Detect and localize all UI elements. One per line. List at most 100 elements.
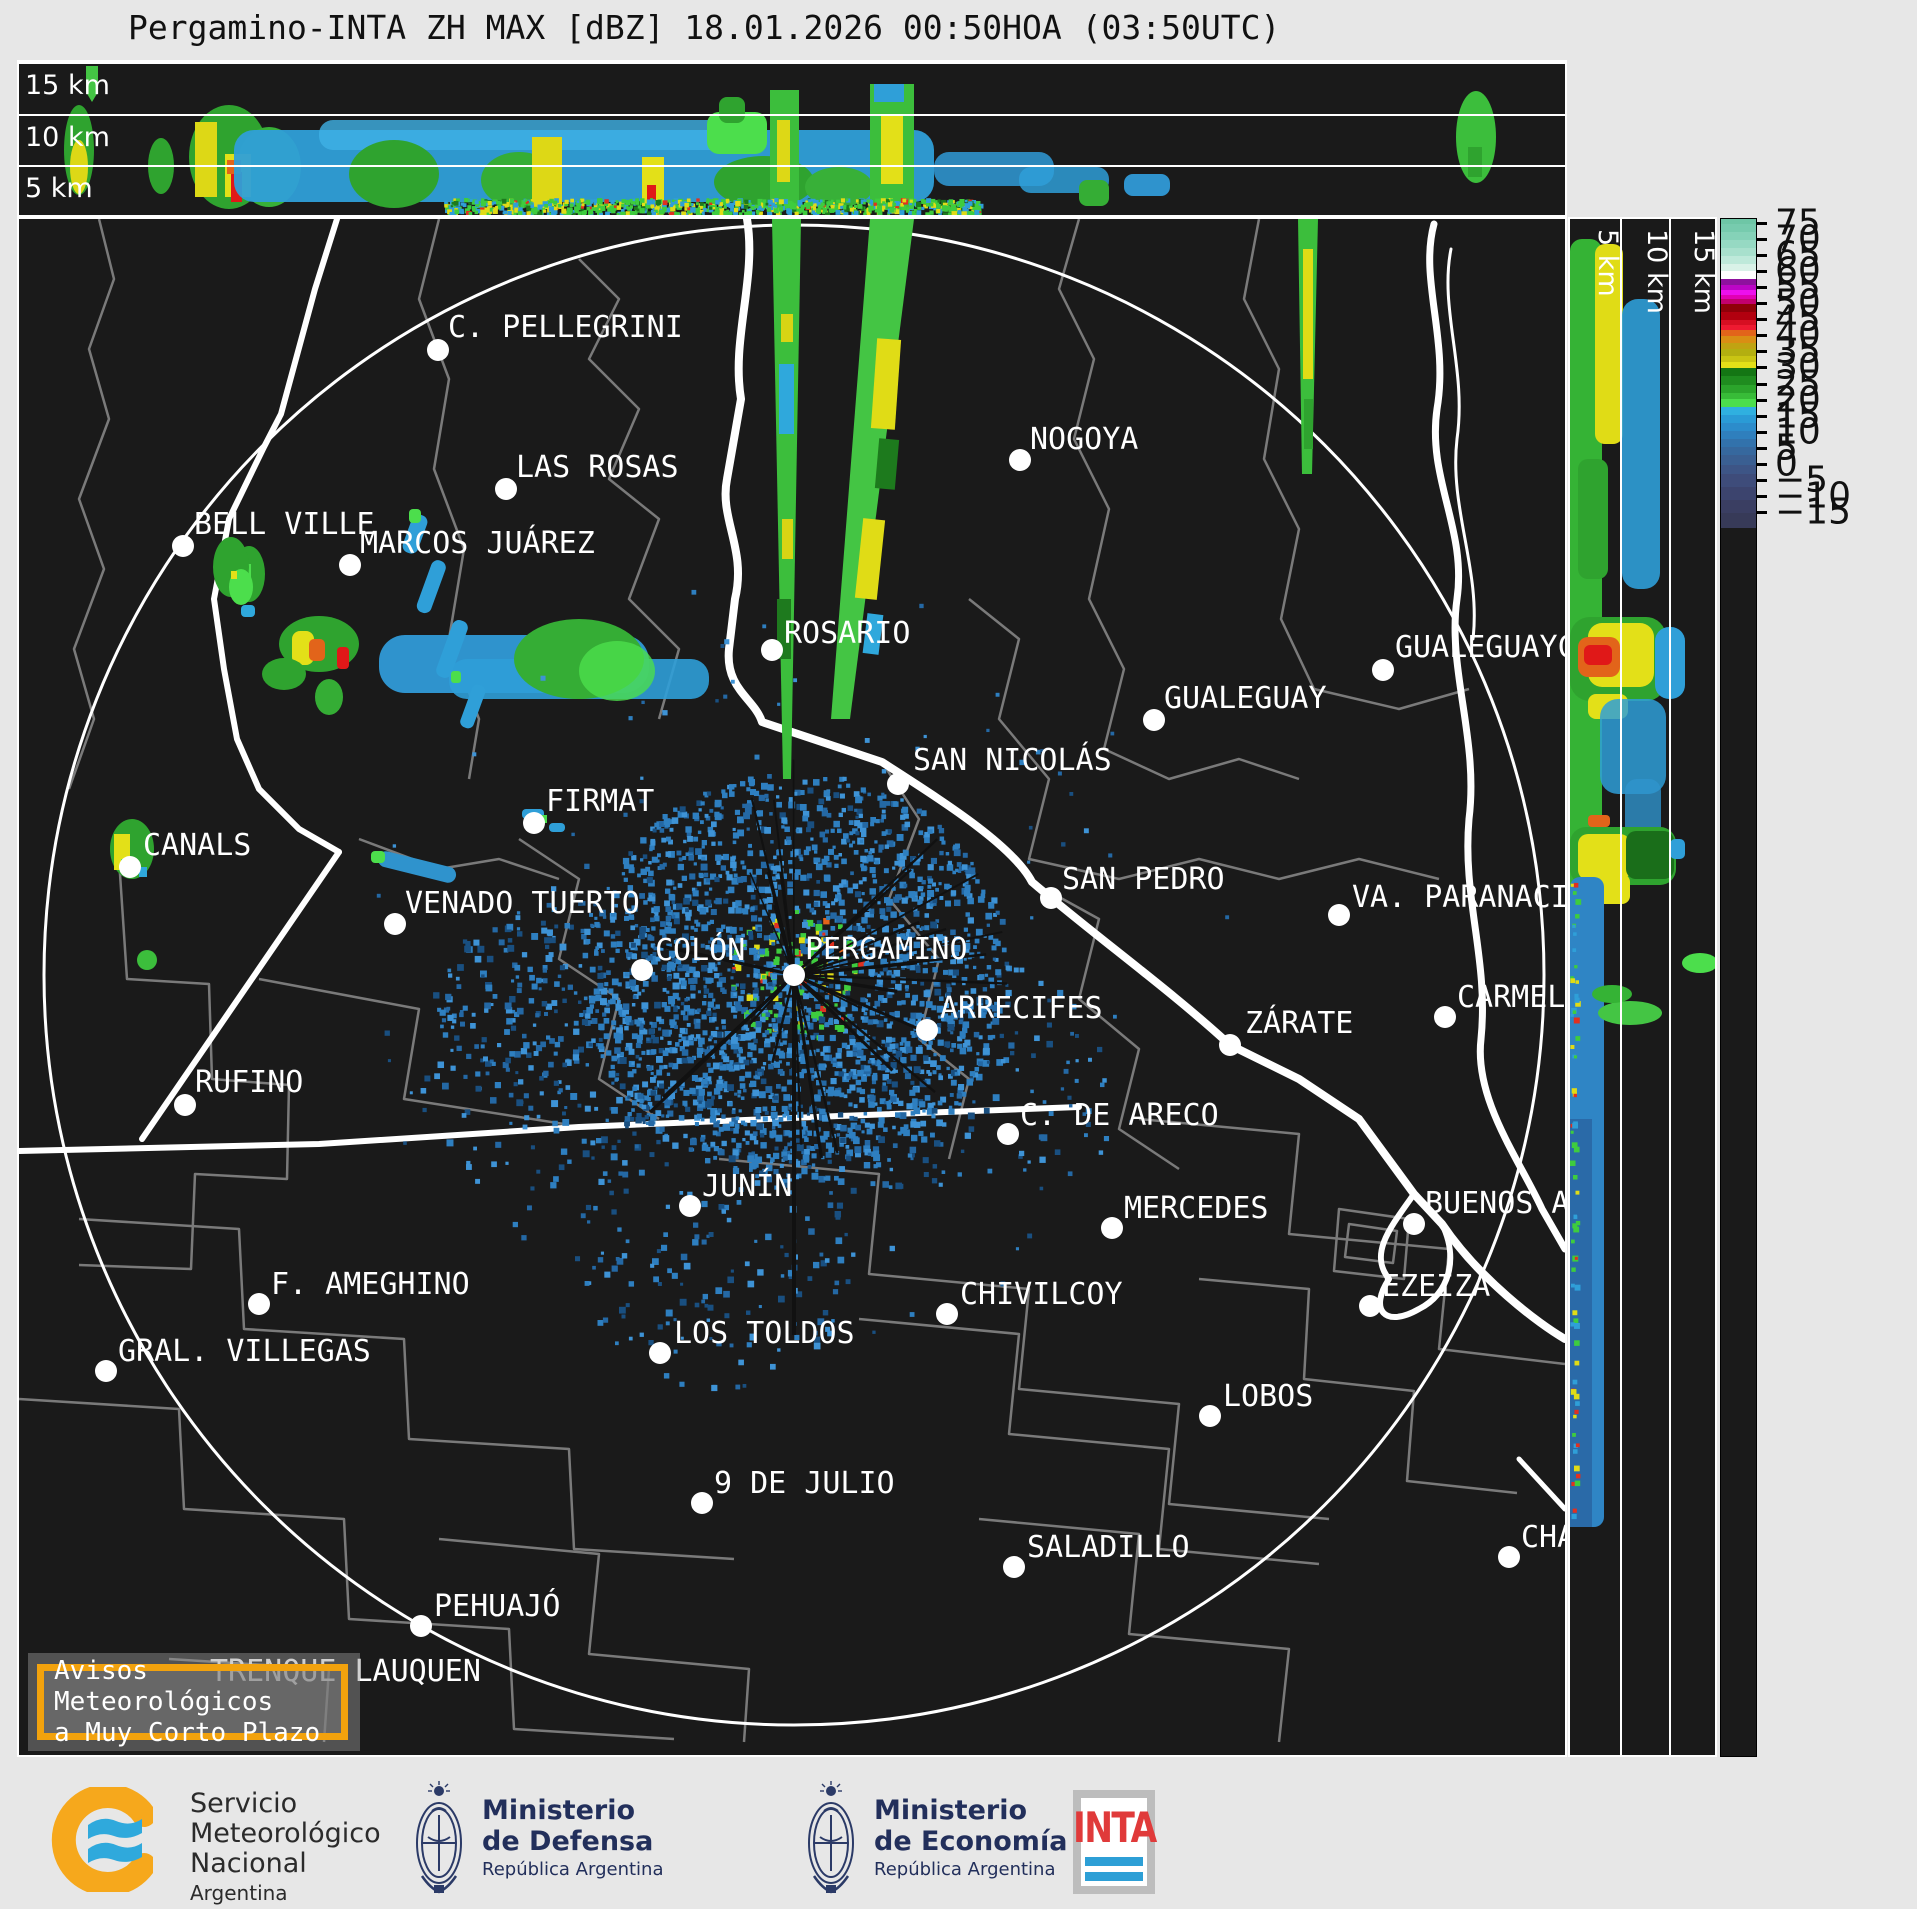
- city-dot: [1003, 1556, 1025, 1578]
- city-marker: ARRECIFES: [916, 991, 1103, 1041]
- city-label: MARCOS JUÁREZ: [360, 525, 595, 561]
- city-marker: ZÁRATE: [1219, 1005, 1353, 1056]
- footer-logo-bar: Servicio Meteorológico Nacional Argentin…: [0, 1757, 1917, 1909]
- colorbar-tick-label: 20: [1775, 379, 1821, 421]
- colorbar-tick-label: 35: [1775, 330, 1821, 372]
- economia-line1: Ministerio: [874, 1795, 1028, 1826]
- coat-of-arms-icon: [416, 1781, 462, 1894]
- colorbar-segment: [1721, 392, 1756, 400]
- city-label: COLÓN: [655, 931, 745, 968]
- city-label: CHIVILCOY: [960, 1277, 1123, 1312]
- city-marker: GUALEGUAYCHÚ: [1372, 628, 1565, 681]
- city-marker: CHIVILCOY: [936, 1277, 1123, 1325]
- city-dot: [1040, 887, 1062, 909]
- smn-logo: Servicio Meteorológico Nacional Argentin…: [40, 1785, 381, 1905]
- city-dot: [1359, 1295, 1381, 1317]
- city-label: BUENOS AIRES: [1425, 1186, 1565, 1221]
- top-panel-gridline: [19, 165, 1565, 167]
- colorbar-tick-mark: [1757, 238, 1767, 242]
- smn-country: Argentina: [190, 1881, 288, 1905]
- colorbar-segment: [1721, 232, 1756, 241]
- colorbar-segment: [1721, 512, 1756, 528]
- colorbar-segment: [1721, 349, 1756, 357]
- colorbar-segment: [1721, 224, 1756, 233]
- right-echo-blobs: [1570, 239, 1715, 1527]
- top-panel-altitude-label: 10 km: [25, 122, 110, 153]
- inta-logo-inner: INTA: [1073, 1798, 1157, 1886]
- city-dot: [1372, 659, 1394, 681]
- city-label: C. DE ARECO: [1020, 1098, 1219, 1133]
- colorbar-tick-label: −5: [1775, 459, 1829, 501]
- inta-bar-2: [1085, 1872, 1143, 1881]
- city-label: SAN PEDRO: [1062, 862, 1225, 897]
- city-label: VA. PARANACITO: [1352, 880, 1565, 915]
- city-label: GUALEGUAY: [1164, 681, 1327, 716]
- city-marker: C. DE ARECO: [997, 1098, 1219, 1145]
- colorbar-segment: [1721, 376, 1756, 386]
- colorbar-tick-label: 60: [1775, 250, 1821, 292]
- city-marker: MARCOS JUÁREZ: [339, 525, 595, 576]
- top-panel-gridline: [19, 114, 1565, 116]
- top-echo-blobs: [64, 66, 1496, 210]
- colorbar-tick-mark: [1757, 414, 1767, 418]
- city-marker: SAN NICOLÁS: [887, 742, 1112, 795]
- city-marker: FIRMAT: [523, 784, 654, 834]
- cross-section-top-panel: 15 km 10 km 5 km: [17, 60, 1567, 217]
- top-panel-gridline: [19, 62, 1565, 64]
- city-label: SALADILLO: [1027, 1530, 1190, 1565]
- city-label: LOBOS: [1223, 1379, 1313, 1414]
- colorbar-segment: [1721, 431, 1756, 440]
- colorbar-segment: [1721, 423, 1756, 432]
- smn-line2: Meteorológico: [190, 1818, 381, 1849]
- city-marker: PERGAMINO: [783, 932, 968, 986]
- city-dot: [174, 1094, 196, 1116]
- colorbar-tick-label: 10: [1775, 411, 1821, 453]
- right-panel-gridline: [1669, 219, 1671, 1755]
- colorbar-segment: [1721, 289, 1756, 296]
- warning-box: Avisos Meteorológicos a Muy Corto Plazo: [28, 1653, 360, 1751]
- colorbar-tick-label: 45: [1775, 298, 1821, 340]
- warning-box-border: Avisos Meteorológicos a Muy Corto Plazo: [37, 1656, 348, 1748]
- colorbar-segment: [1721, 312, 1756, 321]
- city-label: ARRECIFES: [940, 991, 1103, 1026]
- colorbar-tick-mark: [1757, 334, 1767, 338]
- colorbar-tick-mark: [1757, 318, 1767, 322]
- colorbar-segment: [1721, 500, 1756, 514]
- smn-logo-text: Servicio Meteorológico Nacional Argentin…: [190, 1789, 381, 1906]
- right-panel-gridline: [1716, 219, 1717, 1755]
- city-label: BELL VILLE: [194, 507, 375, 542]
- colorbar-segment: [1721, 487, 1756, 501]
- right-panel-altitude-label: 10 km: [1641, 229, 1672, 314]
- colorbar-segment: [1721, 362, 1756, 370]
- city-label: EZEIZA: [1382, 1269, 1490, 1304]
- smn-logo-icon: [51, 1787, 153, 1892]
- colorbar-segment: [1721, 355, 1756, 363]
- economia-subtitle: República Argentina: [874, 1859, 1056, 1880]
- city-label: PERGAMINO: [805, 932, 968, 967]
- city-marker: LOBOS: [1199, 1379, 1313, 1427]
- city-label: VENADO TUERTO: [405, 886, 640, 921]
- inta-label: INTA: [1072, 1803, 1157, 1852]
- city-marker: COLÓN: [631, 931, 745, 981]
- colorbar-tick-mark: [1757, 494, 1767, 498]
- city-dot: [691, 1492, 713, 1514]
- city-dot: [1199, 1405, 1221, 1427]
- city-marker: EZEIZA: [1359, 1269, 1490, 1317]
- city-marker: CARMELO: [1434, 980, 1565, 1028]
- colorbar-tick-label: 55: [1775, 266, 1821, 308]
- city-marker: LOS TOLDOS: [649, 1316, 855, 1364]
- colorbar-segment: [1721, 248, 1756, 257]
- colorbar-tick-mark: [1757, 478, 1767, 482]
- colorbar-tick-mark: [1757, 382, 1767, 386]
- colorbar-segment: [1721, 304, 1756, 313]
- colorbar-tick-label: 5: [1775, 427, 1798, 469]
- city-marker: NOGOYA: [1009, 422, 1138, 471]
- colorbar-segment: [1721, 240, 1756, 249]
- colorbar-segment: [1721, 398, 1756, 408]
- colorbar-segment: [1721, 325, 1756, 331]
- colorbar-tick-mark: [1757, 446, 1767, 450]
- city-label: PEHUAJÓ: [434, 1587, 560, 1624]
- city-dot: [916, 1019, 938, 1041]
